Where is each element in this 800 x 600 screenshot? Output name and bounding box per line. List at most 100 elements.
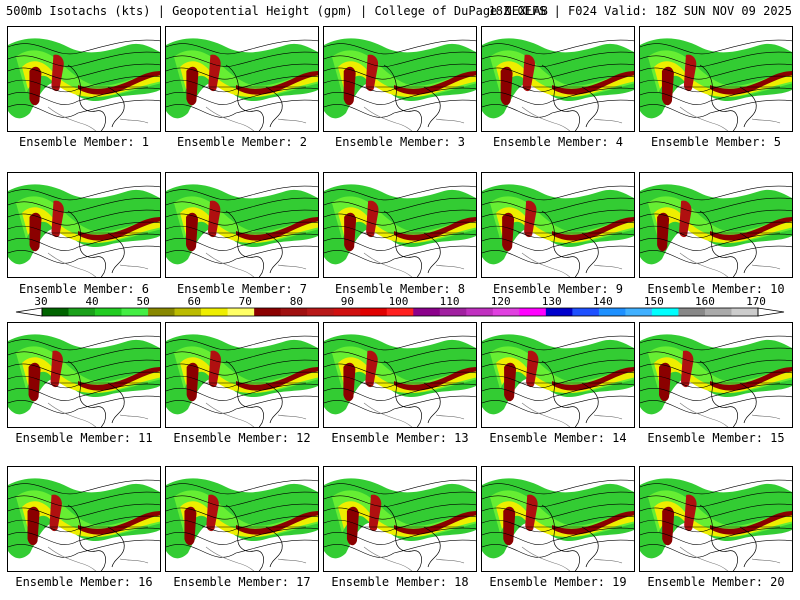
jet-max-trough bbox=[683, 54, 697, 92]
height-contour bbox=[482, 395, 634, 414]
coastline bbox=[435, 558, 465, 564]
coastline bbox=[265, 526, 283, 568]
jet-max-trough bbox=[206, 494, 219, 532]
coastline bbox=[423, 382, 441, 424]
ensemble-member-caption: Ensemble Member: 3 bbox=[334, 135, 466, 149]
colorbar-tick-label: 80 bbox=[289, 295, 303, 308]
height-contour bbox=[324, 197, 476, 213]
coastline bbox=[541, 504, 580, 571]
height-contour bbox=[482, 347, 634, 363]
height-contour bbox=[166, 515, 318, 533]
ensemble-member-caption: Ensemble Member: 16 bbox=[15, 575, 153, 589]
coastline bbox=[521, 402, 571, 427]
coastline bbox=[119, 558, 149, 564]
colorbar-segment bbox=[731, 308, 759, 316]
ensemble-member-caption: Ensemble Member: 9 bbox=[492, 282, 624, 296]
jet-max-west bbox=[186, 66, 199, 106]
jet-max-west bbox=[662, 506, 675, 546]
coastline bbox=[225, 210, 264, 277]
coastline bbox=[739, 86, 757, 128]
jet-max-trough bbox=[522, 54, 536, 92]
height-contour bbox=[166, 39, 318, 55]
colorbar-segment bbox=[704, 308, 732, 316]
jet-max-trough bbox=[681, 350, 694, 388]
height-contour bbox=[8, 371, 160, 389]
colorbar-tick-label: 30 bbox=[34, 295, 48, 308]
jet-max-west bbox=[29, 212, 42, 252]
colorbar-arrow-right bbox=[757, 307, 785, 317]
height-contour bbox=[482, 539, 634, 558]
jet-max-downstream bbox=[552, 71, 634, 95]
height-contour bbox=[482, 197, 634, 213]
coastline bbox=[119, 414, 149, 420]
ensemble-member-map bbox=[639, 172, 793, 278]
colorbar-segment bbox=[413, 308, 441, 316]
jet-max-west bbox=[28, 362, 41, 402]
height-contour bbox=[166, 383, 318, 401]
height-contour bbox=[166, 479, 318, 495]
coastline bbox=[739, 232, 757, 274]
ensemble-member-caption: Ensemble Member: 1 bbox=[18, 135, 150, 149]
ensemble-member-caption: Ensemble Member: 8 bbox=[334, 282, 466, 296]
height-contour bbox=[324, 371, 476, 389]
coastline bbox=[541, 64, 580, 131]
height-contour bbox=[640, 515, 792, 533]
ensemble-member-caption: Ensemble Member: 4 bbox=[492, 135, 624, 149]
jet-max-downstream bbox=[710, 71, 792, 95]
height-contour bbox=[166, 245, 318, 264]
height-contour bbox=[166, 197, 318, 213]
coastline bbox=[751, 118, 781, 124]
coastline bbox=[699, 504, 738, 571]
colorbar-tick-label: 130 bbox=[541, 295, 562, 308]
height-contour bbox=[640, 99, 792, 118]
colorbar-segment bbox=[227, 308, 255, 316]
height-contour bbox=[482, 87, 634, 105]
ensemble-member-map bbox=[7, 26, 161, 132]
jet-max-downstream bbox=[236, 511, 318, 535]
height-contour bbox=[640, 51, 792, 67]
coastline bbox=[225, 504, 264, 571]
ensemble-member-map bbox=[165, 26, 319, 132]
height-contour bbox=[640, 335, 792, 351]
height-contour bbox=[166, 75, 318, 93]
colorbar-segment bbox=[333, 308, 361, 316]
coastline bbox=[435, 264, 465, 270]
colorbar-segment bbox=[42, 308, 69, 316]
height-contour bbox=[166, 527, 318, 545]
chart-title: 500mb Isotachs (kts) | Geopotential Heig… bbox=[6, 4, 548, 18]
coastline bbox=[383, 64, 422, 131]
colorbar-segment bbox=[95, 308, 122, 316]
colorbar-segment bbox=[201, 308, 228, 316]
height-contour bbox=[482, 527, 634, 545]
ensemble-member-map bbox=[481, 26, 635, 132]
height-contour bbox=[640, 371, 792, 389]
coastline bbox=[47, 546, 97, 571]
coastline bbox=[205, 546, 255, 571]
coastline bbox=[423, 86, 441, 128]
coastline bbox=[363, 106, 413, 131]
colorbar-segment bbox=[68, 308, 96, 316]
coastline bbox=[435, 414, 465, 420]
coastline bbox=[751, 414, 781, 420]
colorbar-segment bbox=[492, 308, 520, 316]
height-contour bbox=[482, 383, 634, 401]
coastline bbox=[363, 402, 413, 427]
colorbar-tick-label: 150 bbox=[643, 295, 664, 308]
height-contour bbox=[324, 479, 476, 495]
jet-max-downstream bbox=[394, 511, 476, 535]
coastline bbox=[679, 252, 729, 277]
jet-max-downstream bbox=[236, 217, 318, 241]
jet-max-downstream bbox=[78, 367, 160, 391]
jet-max-downstream bbox=[710, 217, 792, 241]
height-contour bbox=[8, 245, 160, 264]
coastline bbox=[383, 210, 422, 277]
jet-max-downstream bbox=[710, 511, 792, 535]
coastline bbox=[107, 86, 125, 128]
coastline bbox=[581, 382, 599, 424]
height-contour bbox=[8, 221, 160, 239]
jet-max-west bbox=[344, 212, 357, 252]
height-contour bbox=[640, 383, 792, 401]
height-contour bbox=[482, 233, 634, 251]
ensemble-member-map bbox=[639, 466, 793, 572]
height-contour bbox=[166, 491, 318, 507]
